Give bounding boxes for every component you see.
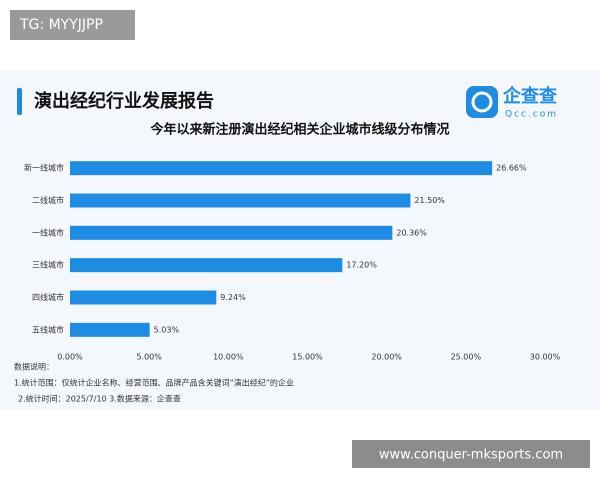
note: 2.统计时间：2025/7/10 3.数据来源：企查查	[18, 394, 181, 404]
footer-watermark: www.conquer-mksports.com	[379, 448, 563, 463]
logo-icon	[466, 86, 498, 118]
y-tick-label: 一线城市	[32, 227, 64, 237]
value-label: 20.36%	[396, 228, 427, 237]
x-tick-label: 25.00%	[451, 353, 482, 362]
value-label: 21.50%	[414, 196, 445, 205]
note: 数据说明：	[14, 362, 54, 372]
bar	[70, 225, 393, 240]
value-label: 26.66%	[496, 164, 527, 173]
x-tick-label: 15.00%	[292, 353, 323, 362]
header-title: 演出经纪行业发展报告	[34, 90, 214, 112]
watermark: TG: MYYJJPP	[19, 17, 103, 33]
note: 1.统计范围：仅统计企业名称、经营范围、品牌产品含关键词“演出经纪”的企业	[14, 378, 294, 388]
value-label: 9.24%	[220, 293, 246, 302]
x-tick-label: 0.00%	[57, 353, 83, 362]
y-tick-label: 新一线城市	[24, 163, 64, 173]
x-tick-label: 20.00%	[371, 353, 402, 362]
panel	[0, 70, 600, 410]
logo-mark	[471, 91, 493, 113]
logo-sub: Qcc.com	[505, 110, 558, 120]
x-tick-label: 30.00%	[530, 353, 561, 362]
bar	[70, 290, 217, 305]
y-tick-label: 五线城市	[32, 324, 64, 334]
y-tick-label: 三线城市	[32, 260, 64, 270]
footer-box	[352, 440, 590, 468]
watermark-box	[10, 10, 135, 40]
y-tick-label: 四线城市	[32, 292, 64, 302]
bar	[70, 258, 343, 273]
x-tick-label: 5.00%	[136, 353, 162, 362]
x-tick-label: 10.00%	[213, 353, 244, 362]
value-label: 5.03%	[154, 325, 180, 334]
value-label: 17.20%	[346, 261, 377, 270]
chart-title: 今年以来新注册演出经纪相关企业城市线级分布情况	[149, 122, 449, 138]
bar	[70, 322, 150, 337]
bar	[70, 161, 493, 176]
logo: 企查查	[502, 85, 557, 107]
header-accent	[17, 88, 22, 115]
y-tick-label: 二线城市	[32, 195, 64, 205]
bar	[70, 193, 411, 208]
